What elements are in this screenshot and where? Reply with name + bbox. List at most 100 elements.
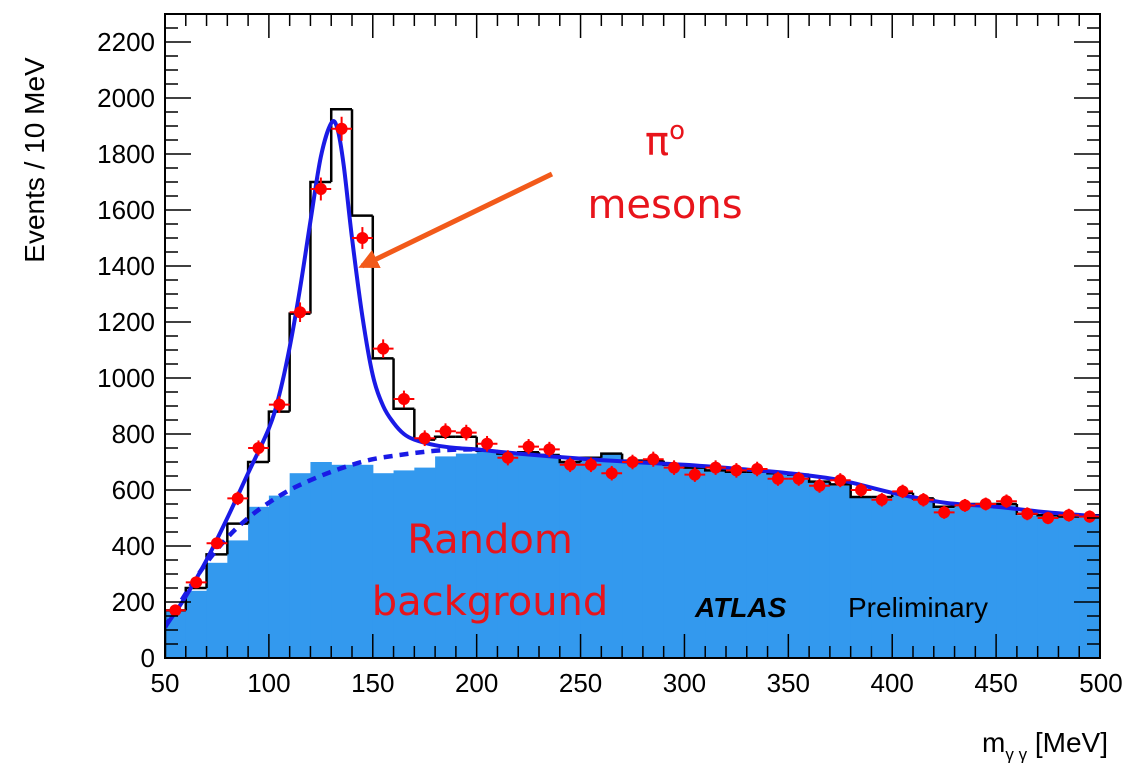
data-point	[996, 494, 1017, 508]
data-point	[539, 441, 560, 457]
background-bin-bar	[518, 452, 540, 658]
histogram-bin-outline	[205, 553, 228, 588]
data-point-marker	[564, 458, 577, 471]
background-bin-bar	[601, 453, 623, 658]
data-point-marker	[917, 493, 930, 506]
background-bin-bar	[539, 456, 561, 658]
background-bin-bar	[497, 453, 519, 658]
x-axis-title: mγ γ [MeV]	[982, 727, 1108, 763]
histogram-bin-outline	[309, 180, 332, 314]
data-point-marker	[626, 456, 639, 468]
background-bin-bar	[559, 462, 582, 658]
background-bin-bar	[310, 462, 332, 658]
data-point-marker	[418, 432, 431, 445]
histogram-bin-outline	[329, 107, 352, 182]
data-point	[185, 576, 207, 589]
data-point-marker	[1062, 509, 1075, 522]
pi-meson-label: πo	[645, 116, 685, 165]
background-bin-bar	[1058, 518, 1080, 658]
x-tick-labels: 50 100 150 200 250 300 350 400 450 500	[151, 668, 1123, 698]
random-label: Random	[407, 517, 573, 563]
data-point	[559, 457, 581, 473]
data-point	[455, 424, 477, 441]
x-axis-title-unit: [MeV]	[1027, 727, 1108, 758]
data-point-marker	[1021, 507, 1034, 520]
pi-symbol: π	[645, 119, 669, 165]
background-bin-bar	[913, 498, 935, 658]
background-bin-bar	[788, 474, 810, 658]
y-tick-label: 2000	[97, 83, 155, 113]
data-point-marker	[190, 576, 203, 589]
data-point	[518, 439, 539, 455]
data-point	[767, 471, 789, 486]
data-point-marker	[397, 393, 410, 405]
data-point	[1058, 508, 1080, 522]
data-point-marker	[647, 453, 660, 466]
histogram-bin-outline	[600, 452, 623, 458]
x-tick-label: 200	[455, 668, 498, 698]
data-point	[829, 473, 851, 488]
data-point	[954, 498, 976, 512]
background-bin-bar	[165, 610, 187, 658]
data-point-marker	[210, 537, 223, 550]
histogram-bin-outline	[392, 358, 415, 411]
background-bin-bar	[580, 457, 602, 658]
data-point	[372, 339, 394, 358]
data-point-marker	[875, 493, 888, 506]
background-bin-bar	[746, 471, 769, 658]
y-tick-label: 1400	[97, 251, 155, 281]
y-tick-label: 1600	[97, 195, 155, 225]
data-point-marker	[1042, 512, 1055, 524]
data-point-marker	[231, 492, 244, 505]
background-bin-bar	[996, 505, 1018, 658]
x-tick-label: 400	[871, 668, 914, 698]
data-point	[913, 493, 934, 507]
background-bin-bar	[1037, 516, 1060, 658]
data-point	[1037, 511, 1059, 525]
data-point-marker	[335, 122, 348, 135]
fit-curves-group	[165, 119, 1100, 629]
background-bin-bar	[393, 470, 415, 658]
background-bin-bar	[352, 464, 374, 658]
data-point	[871, 493, 893, 507]
data-point-marker	[377, 342, 390, 355]
data-point-marker	[709, 461, 722, 474]
x-tick-label: 300	[663, 668, 706, 698]
data-point	[414, 430, 436, 447]
data-point	[809, 478, 830, 493]
data-point	[165, 604, 186, 617]
x-tick-label: 100	[247, 668, 290, 698]
x-axis-title-subscript: γ γ	[1005, 745, 1027, 763]
background-bin-bar	[663, 464, 686, 658]
data-point	[352, 227, 373, 249]
background-bin-bar	[705, 470, 727, 658]
data-point-marker	[792, 472, 805, 485]
data-point-marker	[938, 506, 951, 519]
background-bin-bar	[892, 495, 914, 658]
data-point	[331, 116, 352, 141]
y-tick-label: 200	[112, 587, 155, 617]
y-tick-label: 1800	[97, 139, 155, 169]
background-bin-bar	[871, 498, 893, 658]
background-bin-bar	[414, 467, 436, 658]
data-points-group	[165, 116, 1100, 617]
background-label: background	[372, 579, 609, 625]
histogram-bin-outline	[267, 410, 290, 462]
background-bin-bar	[975, 504, 997, 658]
histogram-bin-outline	[350, 109, 373, 217]
background-bin-bar	[289, 473, 312, 658]
data-point	[726, 463, 747, 478]
data-point	[310, 177, 332, 201]
data-point	[663, 460, 685, 475]
data-point	[601, 465, 623, 481]
x-tick-label: 350	[767, 668, 810, 698]
data-point-marker	[294, 306, 307, 319]
background-bin-bar	[372, 473, 395, 658]
background-bin-bar	[185, 590, 208, 658]
histogram-bin-outline	[849, 484, 872, 499]
y-tick-label: 600	[112, 475, 155, 505]
background-bin-bar	[684, 467, 706, 658]
data-point	[227, 491, 249, 506]
data-point	[892, 484, 913, 499]
y-tick-label: 1200	[97, 307, 155, 337]
